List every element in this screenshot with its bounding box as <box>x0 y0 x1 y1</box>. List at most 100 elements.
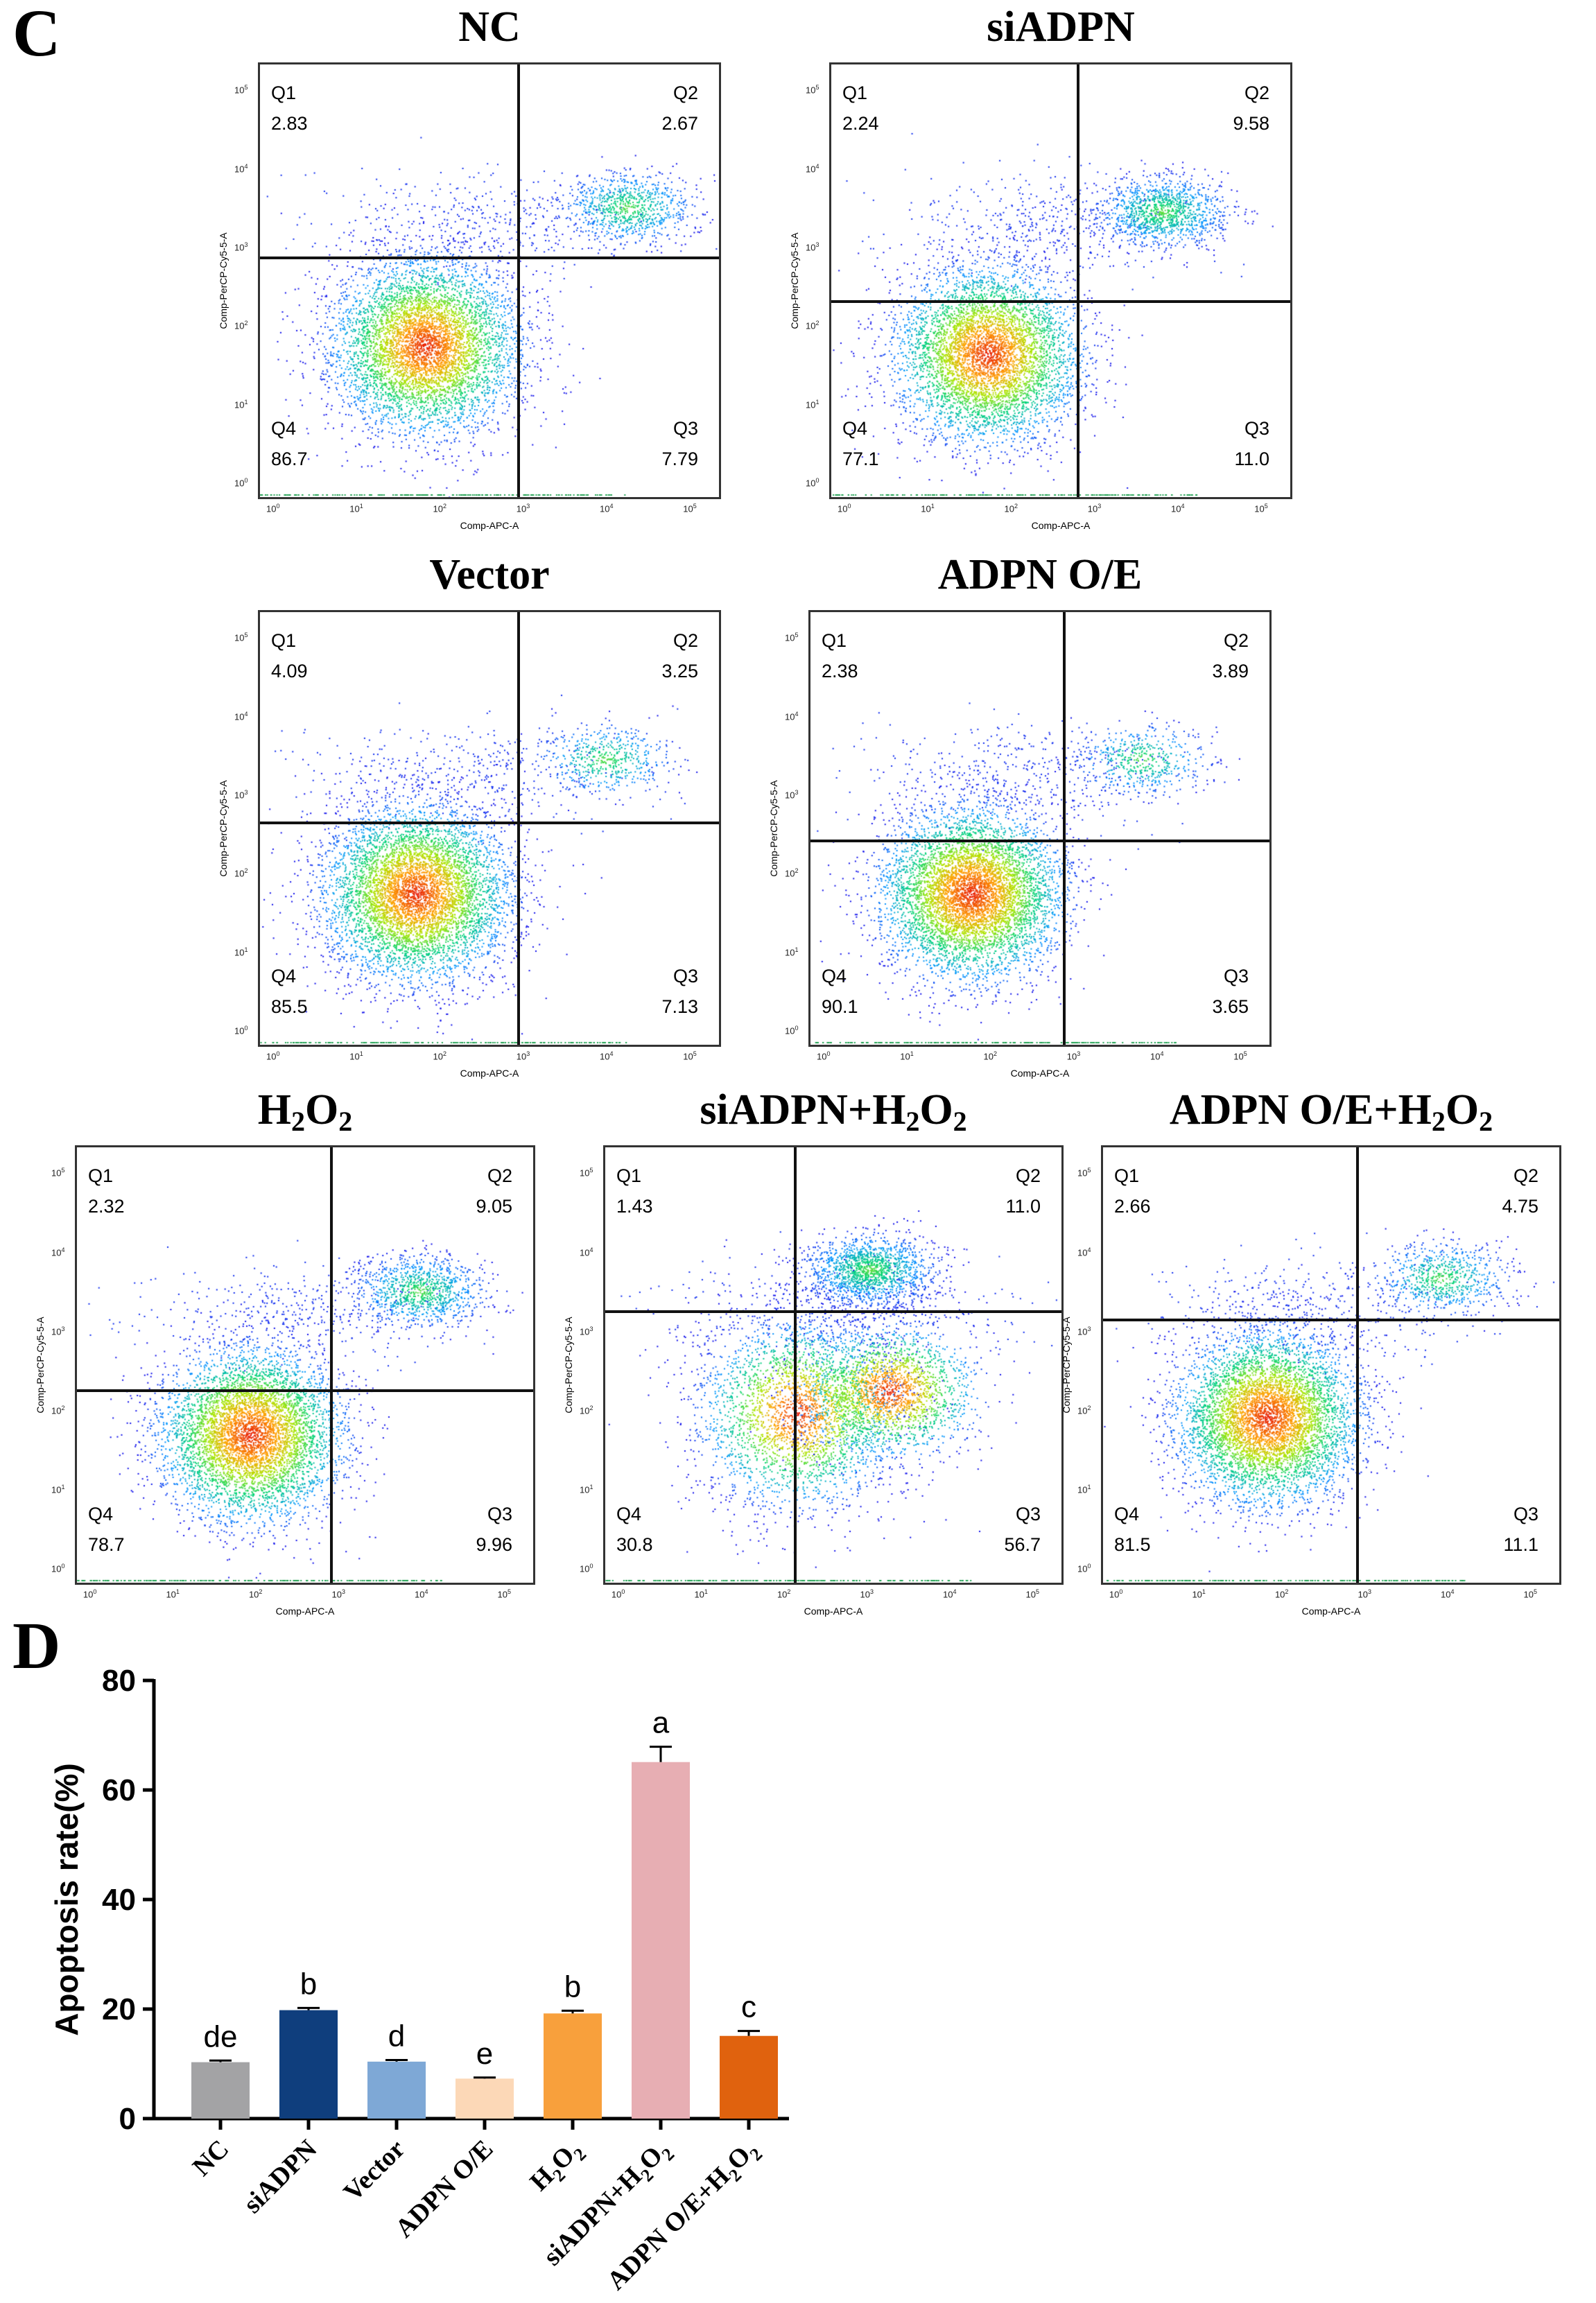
scatter-dots <box>1103 1147 1559 1583</box>
x-tick-label: 100 <box>83 1588 97 1600</box>
x-tick-label: 105 <box>683 1050 697 1062</box>
y-tick-label: 102 <box>51 1404 65 1416</box>
x-tick-label: 100 <box>266 1050 280 1062</box>
x-tick-label: 103 <box>331 1588 345 1600</box>
y-tick-label: 105 <box>580 1167 593 1179</box>
gate-vertical[interactable] <box>517 64 520 497</box>
gate-vertical[interactable] <box>517 612 520 1045</box>
x-tick-label: 105 <box>1523 1588 1537 1600</box>
gate-horizontal[interactable] <box>1103 1319 1559 1322</box>
y-tick-label: 104 <box>234 710 248 722</box>
y-tick-label: 104 <box>806 162 819 174</box>
x-tick-label: 105 <box>1025 1588 1039 1600</box>
gate-vertical[interactable] <box>1356 1147 1360 1583</box>
significance-letter-nc: de <box>204 2019 238 2053</box>
significance-letter-adpn-o-e-h2o2: c <box>741 1990 756 2024</box>
quadrant-label-q1: Q1 <box>822 630 847 651</box>
x-tick-label: 104 <box>600 503 614 514</box>
quadrant-value-q4: 85.5 <box>271 996 308 1017</box>
quadrant-label-q2: Q2 <box>1244 82 1269 103</box>
y-tick-label: 100 <box>1077 1562 1091 1574</box>
y-tick-label: 100 <box>51 1562 65 1574</box>
quadrant-label-q4: Q4 <box>88 1504 114 1524</box>
x-tick-label-siadpn: siADPN <box>238 2135 322 2219</box>
x-tick-label: 101 <box>921 503 935 514</box>
gate-horizontal[interactable] <box>260 822 719 825</box>
x-tick-label: 100 <box>838 503 851 514</box>
quadrant-value-q2: 9.05 <box>476 1196 512 1217</box>
gate-horizontal[interactable] <box>260 257 719 260</box>
x-tick-label: 104 <box>1171 503 1185 514</box>
quadrant-value-q1: 2.24 <box>842 113 879 134</box>
quadrant-value-q2: 3.25 <box>661 661 698 681</box>
gate-horizontal[interactable] <box>810 839 1269 842</box>
plot-title-adpn-o-e-h2o2: ADPN O/E+H2O2 <box>1169 1086 1493 1137</box>
x-tick-label: 103 <box>1066 1050 1081 1062</box>
quadrant-label-q3: Q3 <box>673 418 698 439</box>
x-tick-label: 101 <box>166 1588 180 1600</box>
significance-letter-siadpn-h2o2: a <box>652 1706 670 1740</box>
x-tick-label-vector: Vector <box>338 2135 411 2207</box>
y-tick-label: 103 <box>234 788 248 801</box>
quadrant-label-q3: Q3 <box>487 1504 512 1524</box>
gate-horizontal[interactable] <box>605 1310 1061 1313</box>
y-tick-label: 105 <box>785 632 799 643</box>
y-tick-label: 104 <box>1077 1246 1091 1258</box>
x-tick-label: 103 <box>516 503 530 514</box>
plot-title-h2o2: H2O2 <box>257 1086 353 1137</box>
x-axis-label: Comp-APC-A <box>804 1606 863 1617</box>
gate-horizontal[interactable] <box>831 300 1290 304</box>
x-tick-label: 101 <box>349 1050 363 1062</box>
y-tick-label: 103 <box>580 1325 593 1337</box>
quadrant-value-q2: 4.75 <box>1502 1196 1538 1217</box>
gate-vertical[interactable] <box>1077 64 1080 497</box>
x-tick-label: 105 <box>683 503 697 514</box>
scatter-dots <box>260 64 719 497</box>
y-tick-label: 100 <box>234 477 248 489</box>
x-tick-label-nc: NC <box>187 2135 235 2182</box>
significance-letter-adpn-o-e: e <box>476 2037 493 2071</box>
x-tick-label: 100 <box>817 1050 831 1062</box>
x-tick-label: 104 <box>1441 1588 1455 1600</box>
y-tick-label: 103 <box>806 241 819 253</box>
quadrant-label-q2: Q2 <box>673 82 698 103</box>
y-tick-label: 102 <box>806 320 819 331</box>
y-tick-label: 105 <box>51 1167 65 1179</box>
significance-letter-vector: d <box>388 2019 405 2053</box>
quadrant-value-q3: 3.65 <box>1212 996 1249 1017</box>
quadrant-value-q1: 4.09 <box>271 661 308 681</box>
flow-plot-siadpn-h2o2: Q1 1.43 Q2 11.0 Q3 56.7 Q4 30.8 <box>603 1145 1064 1585</box>
x-tick-label: 101 <box>900 1050 914 1062</box>
gate-vertical[interactable] <box>794 1147 797 1583</box>
scatter-dots <box>605 1147 1061 1583</box>
x-tick-label: 103 <box>516 1050 530 1062</box>
flow-plot-adpn-o-e-h2o2: Q1 2.66 Q2 4.75 Q3 11.1 Q4 81.5 <box>1101 1145 1561 1585</box>
x-tick-label: 101 <box>1192 1588 1206 1600</box>
gate-horizontal[interactable] <box>77 1389 533 1392</box>
bar-siadpn-h2o2 <box>632 1762 690 2119</box>
gate-vertical[interactable] <box>330 1147 333 1583</box>
quadrant-label-q1: Q1 <box>616 1165 642 1186</box>
x-axis-label: Comp-APC-A <box>1010 1068 1070 1079</box>
quadrant-value-q2: 9.58 <box>1233 113 1269 134</box>
scatter-dots <box>77 1147 533 1583</box>
x-tick-label: 103 <box>860 1588 874 1600</box>
quadrant-value-q4: 90.1 <box>822 996 858 1017</box>
y-axis-label: Comp-PerCP-Cy5-5-A <box>35 1316 46 1414</box>
x-tick-label: 104 <box>943 1588 957 1600</box>
y-tick-label: 104 <box>234 162 248 174</box>
x-tick-label: 103 <box>1358 1588 1371 1600</box>
bar-h2o2 <box>544 2013 602 2119</box>
gate-vertical[interactable] <box>1063 612 1066 1045</box>
y-tick-label: 105 <box>234 84 248 96</box>
y-axis-label: Comp-PerCP-Cy5-5-A <box>218 232 229 329</box>
flow-plot-adpn-o-e: Q1 2.38 Q2 3.89 Q3 3.65 Q4 90.1 <box>808 610 1272 1047</box>
y-axis-label: Comp-PerCP-Cy5-5-A <box>789 232 800 329</box>
x-tick-label-h2o2: H2O2 <box>524 2135 590 2200</box>
y-tick-label: 104 <box>785 710 799 722</box>
y-tick-label: 104 <box>51 1246 65 1258</box>
scatter-dots <box>831 64 1290 497</box>
y-tick-label: 101 <box>580 1483 593 1495</box>
quadrant-value-q4: 81.5 <box>1114 1534 1151 1555</box>
x-tick-label: 102 <box>433 503 446 514</box>
